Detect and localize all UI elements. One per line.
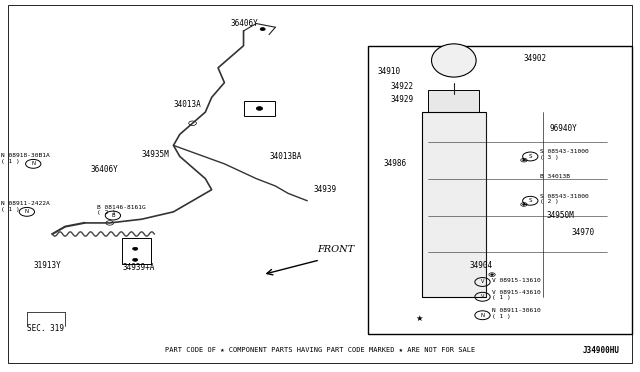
Ellipse shape [431, 44, 476, 77]
Text: 34910: 34910 [378, 67, 401, 76]
Text: N: N [31, 161, 35, 166]
Text: 34950M: 34950M [546, 211, 574, 220]
Text: S 08543-31000
( 3 ): S 08543-31000 ( 3 ) [540, 149, 589, 160]
Text: V: V [481, 294, 484, 299]
Text: 34904: 34904 [470, 261, 493, 270]
Text: N: N [481, 313, 484, 318]
Text: 34902: 34902 [524, 54, 547, 63]
Text: ★: ★ [415, 314, 422, 323]
Text: B 08146-8161G
( 2 ): B 08146-8161G ( 2 ) [97, 205, 146, 215]
Text: 34935M: 34935M [141, 150, 170, 159]
Text: SEC. 319: SEC. 319 [28, 324, 65, 333]
Text: 36406Y: 36406Y [231, 19, 259, 28]
Circle shape [132, 259, 138, 261]
Text: B: B [111, 213, 115, 218]
Text: S 08543-31000
( 2 ): S 08543-31000 ( 2 ) [540, 193, 589, 204]
Text: 34970: 34970 [572, 228, 595, 237]
Bar [422, 112, 486, 297]
Text: N 08918-30B1A
( 1 ): N 08918-30B1A ( 1 ) [1, 153, 50, 164]
Text: B 34013B: B 34013B [540, 174, 570, 179]
Bar [122, 238, 151, 263]
Text: PART CODE OF ★ COMPONENT PARTS HAVING PART CODE MARKED ★ ARE NOT FOR SALE: PART CODE OF ★ COMPONENT PARTS HAVING PA… [165, 347, 475, 353]
Text: N 08911-2422A
( 1 ): N 08911-2422A ( 1 ) [1, 201, 50, 212]
Circle shape [132, 247, 138, 250]
Circle shape [260, 28, 265, 31]
Text: N 08911-30610
( 1 ): N 08911-30610 ( 1 ) [492, 308, 541, 319]
Text: 34939+A: 34939+A [122, 263, 155, 272]
Circle shape [523, 160, 525, 161]
Text: N: N [25, 209, 29, 214]
Circle shape [523, 204, 525, 205]
Text: 36406Y: 36406Y [91, 165, 118, 174]
Text: V: V [481, 279, 484, 285]
Text: 34922: 34922 [390, 82, 413, 91]
Text: S: S [529, 198, 532, 203]
Text: 96940Y: 96940Y [549, 124, 577, 133]
Text: FRONT: FRONT [317, 245, 354, 254]
Text: 34929: 34929 [390, 95, 413, 104]
Text: V 08915-13610: V 08915-13610 [492, 278, 541, 283]
Text: 34986: 34986 [384, 159, 407, 169]
Text: J34900HU: J34900HU [582, 346, 620, 355]
Bar [428, 90, 479, 112]
Circle shape [491, 274, 493, 275]
Text: 31913Y: 31913Y [33, 261, 61, 270]
Text: 34013A: 34013A [173, 100, 201, 109]
Text: V 08915-43610
( 1 ): V 08915-43610 ( 1 ) [492, 289, 541, 300]
Text: 34013BA: 34013BA [269, 152, 301, 161]
Circle shape [256, 107, 262, 110]
Text: 34939: 34939 [314, 185, 337, 194]
Text: S: S [529, 154, 532, 159]
Bar [244, 101, 275, 116]
Bar [368, 46, 632, 334]
